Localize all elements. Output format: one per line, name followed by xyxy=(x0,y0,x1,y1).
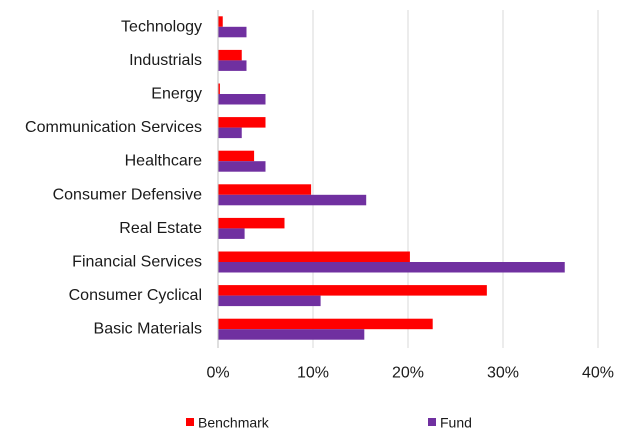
category-labels: Technology Industrials Energy Communication… xyxy=(25,18,202,337)
category-label-1: Industrials xyxy=(129,52,202,69)
bar-benchmark-5 xyxy=(218,184,312,195)
bar-benchmark-2 xyxy=(218,83,220,94)
bar-fund-1 xyxy=(218,60,247,71)
bar-benchmark-6 xyxy=(218,217,285,229)
legend-swatch-fund xyxy=(428,418,436,426)
bar-benchmark-3 xyxy=(218,117,266,128)
x-tick-labels: 0% 10% 20% 30% 40% xyxy=(206,365,614,382)
bar-fund-0 xyxy=(218,26,247,38)
category-label-9: Basic Materials xyxy=(94,321,202,338)
bar-benchmark-0 xyxy=(218,16,223,27)
category-label-5: Consumer Defensive xyxy=(53,186,203,203)
legend-label-benchmark: Benchmark xyxy=(198,415,270,431)
gridlines xyxy=(312,10,599,348)
category-label-8: Consumer Cyclical xyxy=(69,287,202,304)
category-label-7: Financial Services xyxy=(72,254,202,271)
legend-swatch-benchmark xyxy=(186,418,194,426)
bar-fund-5 xyxy=(218,194,367,206)
bar-benchmark-7 xyxy=(218,251,410,262)
x-tick-label-4: 40% xyxy=(582,365,614,382)
x-tick-label-3: 30% xyxy=(487,365,519,382)
category-label-6: Real Estate xyxy=(119,220,202,237)
legend: Benchmark Fund xyxy=(186,415,472,431)
bar-benchmark-8 xyxy=(218,285,487,296)
bar-fund-4 xyxy=(218,161,266,172)
bars xyxy=(218,16,565,340)
x-tick-label-0: 0% xyxy=(206,365,229,382)
category-label-0: Technology xyxy=(121,18,202,35)
bar-benchmark-1 xyxy=(218,49,242,61)
legend-label-fund: Fund xyxy=(440,415,472,431)
x-tick-label-2: 20% xyxy=(392,365,424,382)
bar-fund-3 xyxy=(218,127,242,139)
x-tick-label-1: 10% xyxy=(297,365,329,382)
bar-fund-2 xyxy=(218,94,266,105)
bar-fund-9 xyxy=(218,329,365,340)
category-label-4: Healthcare xyxy=(125,153,202,170)
bar-fund-8 xyxy=(218,295,321,307)
bar-benchmark-9 xyxy=(218,318,433,330)
category-label-2: Energy xyxy=(151,86,202,103)
category-label-3: Communication Services xyxy=(25,119,202,136)
bar-fund-7 xyxy=(218,262,565,273)
bar-benchmark-4 xyxy=(218,150,255,162)
bar-fund-6 xyxy=(218,228,245,239)
